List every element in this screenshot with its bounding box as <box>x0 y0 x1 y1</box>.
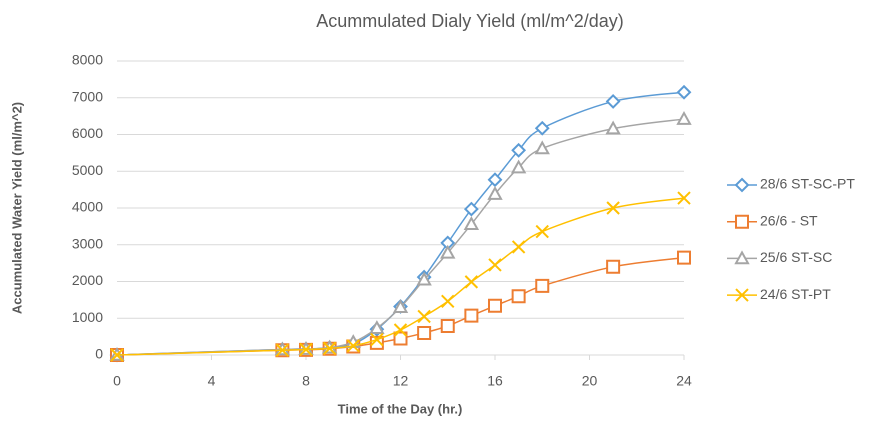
x-tick-label: 8 <box>302 373 310 389</box>
data-point <box>110 348 124 362</box>
data-point <box>605 94 621 109</box>
x-tick-label: 16 <box>487 373 503 389</box>
data-point <box>677 250 691 265</box>
y-tick-label: 6000 <box>72 125 103 141</box>
y-tick-label: 4000 <box>72 199 103 215</box>
data-point <box>299 342 313 357</box>
data-point <box>511 289 526 304</box>
data-point <box>676 111 692 125</box>
y-tick-label: 3000 <box>72 235 103 251</box>
data-point <box>464 275 479 289</box>
legend-marker <box>734 177 750 193</box>
data-point <box>416 271 432 286</box>
x-tick-label: 4 <box>208 373 216 389</box>
data-point <box>392 299 409 314</box>
data-point <box>440 318 455 333</box>
data-point <box>417 309 431 324</box>
data-point <box>275 343 290 357</box>
y-axis-label: Accumulated Water Yield (ml/m^2) <box>9 102 24 314</box>
x-tick-label: 20 <box>582 373 598 389</box>
legend-marker <box>735 288 749 302</box>
data-point <box>535 278 550 293</box>
data-point <box>369 320 385 334</box>
data-point <box>322 341 337 356</box>
series-line <box>116 197 685 356</box>
y-tick-label: 0 <box>95 346 103 362</box>
series-line <box>116 118 685 356</box>
data-point <box>463 216 480 230</box>
legend-label: 24/6 ST-PT <box>760 286 831 302</box>
y-tick-label: 2000 <box>72 272 103 288</box>
data-point <box>511 142 527 158</box>
data-point <box>417 325 432 340</box>
data-point <box>393 323 408 337</box>
legend-label: 26/6 - ST <box>760 212 818 228</box>
legend-label: 28/6 ST-SC-PT <box>760 176 855 192</box>
legend-label: 25/6 ST-SC <box>760 249 832 265</box>
data-point <box>677 191 691 205</box>
data-point <box>606 259 621 274</box>
data-point <box>488 258 502 272</box>
data-point <box>605 120 621 135</box>
legend-marker <box>734 250 750 265</box>
data-point <box>370 332 384 347</box>
data-point <box>535 224 549 239</box>
data-point <box>510 159 527 174</box>
data-point <box>534 140 550 155</box>
data-point <box>488 298 502 313</box>
y-tick-label: 5000 <box>72 162 103 178</box>
data-point <box>346 339 360 353</box>
data-point <box>606 201 620 215</box>
legend-marker <box>735 214 749 229</box>
data-point <box>534 120 550 136</box>
x-tick-label: 24 <box>676 373 692 389</box>
data-point <box>463 201 479 217</box>
x-tick-label: 12 <box>393 373 409 389</box>
data-point <box>487 172 503 188</box>
y-tick-label: 8000 <box>72 52 103 68</box>
data-point <box>676 84 692 100</box>
data-point <box>464 308 479 323</box>
data-point <box>511 240 526 254</box>
data-point <box>487 185 503 200</box>
x-tick-label: 0 <box>113 373 121 389</box>
data-point <box>441 294 455 309</box>
data-point <box>440 244 456 259</box>
y-tick-label: 7000 <box>72 88 103 104</box>
chart-title: Acummulated Dialy Yield (ml/m^2/day) <box>316 11 624 31</box>
y-tick-label: 1000 <box>72 309 103 325</box>
x-axis-label: Time of the Day (hr.) <box>338 401 463 416</box>
